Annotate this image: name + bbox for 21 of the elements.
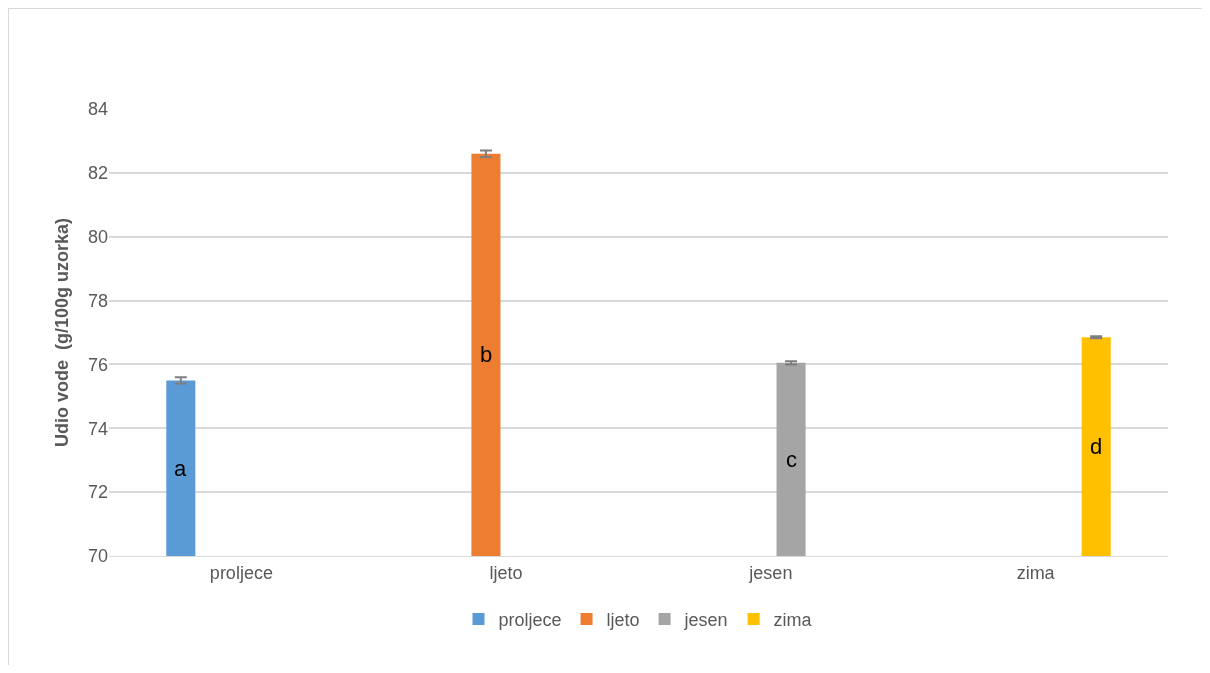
legend-label: proljece [498,609,562,630]
x-tick-label: jesen [748,562,793,583]
annotation: a [174,456,187,481]
legend-label: ljeto [606,609,640,630]
y-tick-label: 84 [87,99,108,120]
y-axis-title: Udio vode (g/100g uzorka) [52,217,73,448]
x-tick-label: proljece [209,562,273,583]
annotation: c [786,447,797,472]
legend-label: zima [773,609,813,630]
x-tick-label: ljeto [489,562,523,583]
x-tick-label: zima [1016,562,1056,583]
y-tick-label: 76 [87,354,108,375]
legend-label: jesen [683,609,728,630]
y-tick-label: 74 [87,418,108,439]
y-tick-label: 78 [87,290,108,311]
y-tick-label: 82 [87,163,108,184]
annotation: d [1090,434,1103,459]
y-tick-label: 72 [87,482,108,503]
y-tick-label: 70 [87,546,108,567]
annotation: b [480,342,493,367]
y-tick-label: 80 [87,227,108,248]
